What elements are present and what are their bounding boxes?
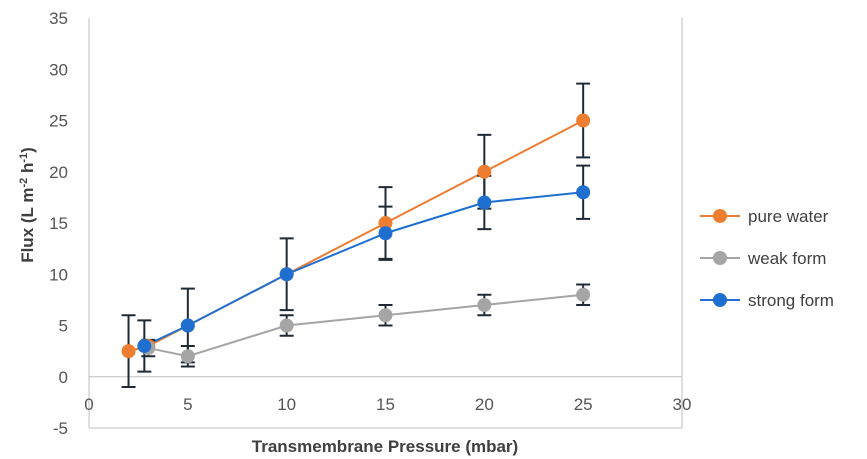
series [121, 82, 591, 388]
series-line [128, 119, 584, 353]
legend-item: weak form [700, 249, 826, 268]
y-tick-label: 15 [49, 214, 68, 233]
x-tick-label: 25 [574, 395, 593, 414]
x-tick-label: 30 [673, 395, 692, 414]
legend-label: pure water [748, 207, 829, 226]
data-point [121, 344, 136, 359]
x-axis-title: Transmembrane Pressure (mbar) [252, 437, 518, 456]
data-point [477, 164, 492, 179]
data-point [378, 226, 393, 241]
axes [88, 18, 683, 429]
x-tick-label: 0 [84, 395, 93, 414]
tick-labels: -5 0 5 10 15 20 25 30 35 0 5 10 15 20 25 30 [49, 9, 691, 438]
legend-swatch-marker [713, 251, 727, 265]
error-bars [137, 164, 591, 373]
y-axis-title: Flux (L m-2 h-1) [18, 147, 37, 263]
data-point [137, 339, 152, 353]
legend-label: strong form [748, 291, 834, 310]
y-tick-label: 30 [49, 60, 68, 79]
series-weak-form [148, 293, 584, 358]
legend-swatch-marker [713, 293, 727, 307]
data-point [576, 287, 591, 302]
markers [141, 287, 591, 364]
y-tick-label: 35 [49, 9, 68, 28]
error-bars [121, 82, 591, 388]
y-axis-title-main: Flux (L m [18, 188, 37, 263]
data-point [576, 185, 591, 200]
legend-label: weak form [747, 249, 826, 268]
y-axis-title-sup1: -2 [18, 178, 30, 188]
x-tick-label: 5 [183, 395, 192, 414]
y-tick-label: 0 [59, 368, 68, 387]
data-point [180, 349, 195, 364]
y-axis-title-mid: h [18, 163, 37, 178]
data-point [477, 298, 492, 312]
error-bars [141, 283, 591, 368]
legend-item: pure water [700, 207, 829, 226]
series-strong-form [143, 191, 584, 347]
y-tick-label: 25 [49, 112, 68, 131]
x-tick-label: 15 [376, 395, 395, 414]
legend: pure water weak form strong form [700, 207, 834, 310]
y-tick-label: -5 [53, 419, 68, 438]
series-line [148, 293, 584, 358]
x-tick-label: 20 [475, 395, 494, 414]
data-point [576, 113, 591, 128]
series-line [143, 191, 584, 347]
data-point [279, 318, 294, 333]
markers [137, 185, 591, 353]
data-point [477, 195, 492, 210]
y-tick-label: 10 [49, 265, 68, 284]
y-tick-label: 5 [59, 317, 68, 336]
data-point [378, 308, 393, 323]
series-pure-water [128, 119, 584, 353]
x-tick-label: 10 [277, 395, 296, 414]
data-point [180, 318, 195, 333]
y-tick-label: 20 [49, 163, 68, 182]
legend-item: strong form [700, 291, 834, 310]
y-axis-title-sup2: -1 [18, 153, 30, 163]
data-point [378, 216, 393, 230]
data-point [279, 267, 294, 282]
legend-swatch-marker [713, 209, 727, 223]
y-axis-title-end: ) [18, 147, 37, 153]
